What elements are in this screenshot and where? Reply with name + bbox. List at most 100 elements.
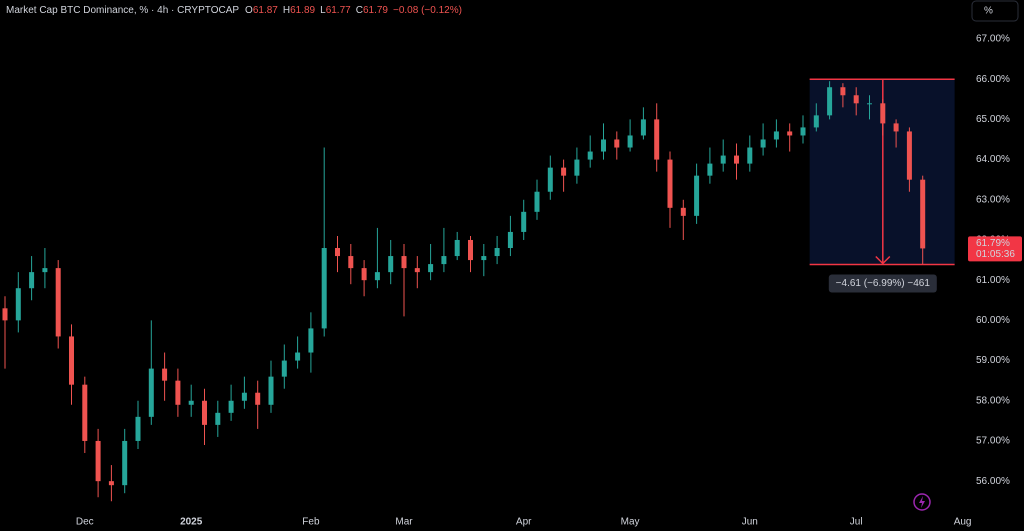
x-tick-label: Jun xyxy=(742,517,758,528)
x-tick-label: Feb xyxy=(302,517,320,528)
candle-body xyxy=(335,248,340,257)
y-tick-label: 61.00% xyxy=(976,275,1010,286)
candle-body xyxy=(747,147,753,164)
candle-body xyxy=(2,308,8,321)
x-tick-label: Aug xyxy=(954,517,972,528)
candle-body xyxy=(773,131,779,140)
candle-body xyxy=(255,392,261,405)
candle-body xyxy=(574,159,580,176)
ohlc-value: 61.87 xyxy=(253,5,278,16)
y-tick-label: 56.00% xyxy=(976,476,1010,487)
candle-body xyxy=(707,163,713,176)
candle-body xyxy=(734,155,739,164)
candle-body xyxy=(760,139,766,148)
candle-body xyxy=(694,175,700,216)
scale-button[interactable] xyxy=(971,0,1019,22)
x-tick-label: Jul xyxy=(850,517,863,528)
candle-body xyxy=(521,211,527,232)
candle-body xyxy=(414,268,420,273)
y-tick-label: 58.00% xyxy=(976,395,1010,406)
candle-body xyxy=(122,440,128,486)
candle-body xyxy=(428,264,434,273)
candle-body xyxy=(468,239,473,261)
candle-body xyxy=(55,268,61,337)
last-price-label: 61.79% xyxy=(976,238,1010,249)
ohlc-key: L xyxy=(320,5,326,16)
candle-body xyxy=(893,123,899,132)
ohlc-key: C xyxy=(356,5,363,16)
candle-body xyxy=(720,155,726,164)
candle-body xyxy=(840,87,846,96)
y-tick-label: 67.00% xyxy=(976,34,1010,45)
y-tick-label: 59.00% xyxy=(976,355,1010,366)
candle-body xyxy=(534,191,540,212)
candle-body xyxy=(295,352,301,361)
candle-body xyxy=(241,392,247,401)
candle-body xyxy=(308,328,314,353)
candle-body xyxy=(321,248,327,329)
alert-icon[interactable] xyxy=(913,493,931,511)
chart-title: Market Cap BTC Dominance, % · 4h · CRYPT… xyxy=(6,5,239,16)
candle-body xyxy=(454,239,460,257)
candle-body xyxy=(853,95,859,104)
scale-button-label: % xyxy=(984,6,993,17)
candle-body xyxy=(388,256,394,273)
header: Market Cap BTC Dominance, % · 4h · CRYPT… xyxy=(6,5,462,16)
measure-label: −4.61 (−6.99%) −461 xyxy=(836,278,931,289)
countdown: 01:05:36 xyxy=(976,249,1015,260)
candle-body xyxy=(268,376,274,405)
ohlc-value: 61.89 xyxy=(290,5,315,16)
candle-body xyxy=(148,368,154,417)
candle-body xyxy=(401,256,407,269)
candle-body xyxy=(135,416,141,441)
candle-body xyxy=(654,119,660,160)
candle-body xyxy=(175,380,181,405)
candle-body xyxy=(813,115,819,128)
candle-body xyxy=(29,272,35,289)
candle-body xyxy=(361,268,367,281)
candle-body xyxy=(680,207,686,216)
candle-body xyxy=(627,135,633,148)
candle-body xyxy=(906,131,912,180)
candle-body xyxy=(188,400,194,405)
candle-body xyxy=(215,412,221,425)
alert-icon-bolt xyxy=(919,496,925,508)
candle-body xyxy=(281,360,287,377)
y-tick-label: 64.00% xyxy=(976,154,1010,165)
candle-body xyxy=(441,256,447,265)
candle-body xyxy=(15,288,21,321)
candle-body xyxy=(162,368,168,381)
candle-body xyxy=(800,127,806,136)
candle-body xyxy=(640,119,646,136)
candle-body xyxy=(481,256,487,261)
candle-body xyxy=(69,336,74,385)
candle-body xyxy=(108,481,114,486)
candle-body xyxy=(202,400,207,425)
candle-body xyxy=(587,151,593,160)
candle-body xyxy=(82,384,88,441)
candle-body xyxy=(228,400,234,413)
y-tick-label: 57.00% xyxy=(976,436,1010,447)
x-tick-label: Apr xyxy=(516,517,532,528)
candle-body xyxy=(561,167,567,176)
candle-body xyxy=(348,256,354,269)
candle-body xyxy=(787,131,793,136)
measure-label-box xyxy=(828,274,937,293)
y-tick-label: 66.00% xyxy=(976,74,1010,85)
y-tick-label: 65.00% xyxy=(976,114,1010,125)
ohlc-value: 61.79 xyxy=(363,5,388,16)
ohlc-key: H xyxy=(283,5,290,16)
x-tick-label: 2025 xyxy=(180,517,203,528)
x-tick-label: Dec xyxy=(76,517,94,528)
candle-body xyxy=(867,103,872,105)
ohlc-key: O xyxy=(245,5,253,16)
last-price-tag xyxy=(968,236,1022,262)
candle-body xyxy=(614,139,620,148)
y-tick-label: 63.00% xyxy=(976,194,1010,205)
change: −0.08 (−0.12%) xyxy=(393,5,462,16)
ohlc-value: 61.77 xyxy=(326,5,351,16)
x-tick-label: Mar xyxy=(395,517,413,528)
